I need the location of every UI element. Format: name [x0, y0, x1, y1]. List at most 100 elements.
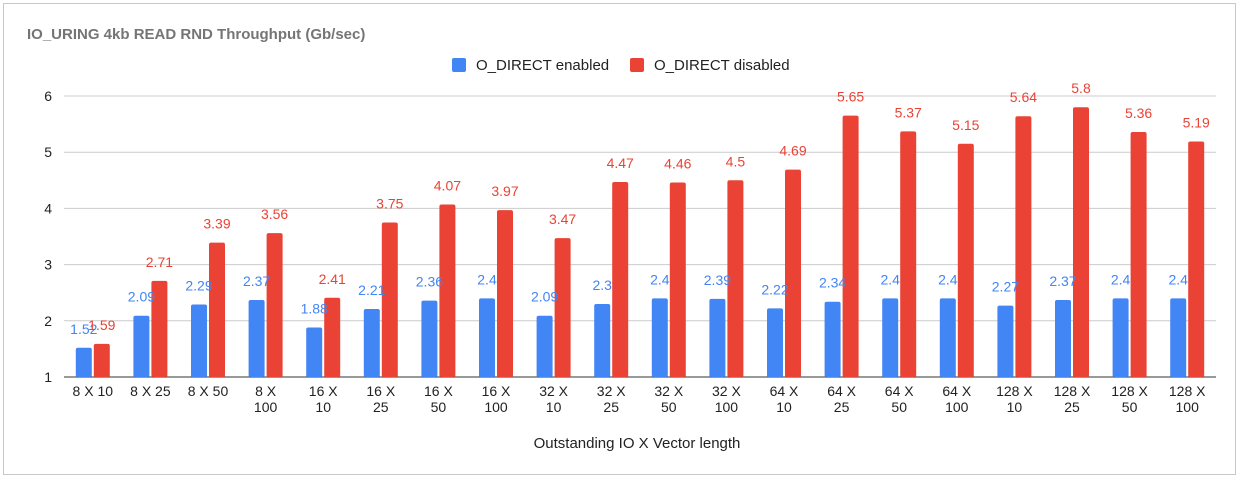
data-label: 2.29 — [185, 278, 212, 294]
x-tick-label: 10 — [776, 399, 792, 415]
bar-o-direct-disabled — [669, 182, 686, 377]
y-tick-label: 6 — [44, 88, 52, 104]
data-labels: 1.521.59 2.09 2.71 2.29 3.39 2.37 3.56 1.88 2.41… — [70, 80, 1210, 337]
bar-o-direct-enabled — [824, 301, 841, 377]
data-label: 2.39 — [704, 272, 731, 288]
y-tick-label: 4 — [44, 200, 52, 216]
bar-o-direct-enabled — [363, 308, 380, 377]
x-tick-label: 64 X — [827, 383, 856, 399]
x-tick-label: 128 X — [1054, 383, 1091, 399]
x-tick-label: 32 X — [597, 383, 626, 399]
x-tick-label: 32 X — [539, 383, 568, 399]
data-label: 4.5 — [726, 153, 746, 169]
x-tick-label: 64 X — [770, 383, 799, 399]
data-label: 2.22 — [761, 281, 788, 297]
bar-o-direct-disabled — [612, 181, 629, 377]
data-label: 2.4 — [880, 271, 900, 287]
bar-o-direct-enabled — [191, 304, 207, 377]
bar-o-direct-enabled — [1170, 298, 1187, 377]
bar-o-direct-disabled — [381, 222, 398, 377]
bar-o-direct-disabled — [1188, 141, 1205, 377]
y-tick-label: 5 — [44, 144, 52, 160]
bar-o-direct-enabled — [536, 315, 553, 377]
x-tick-label: 32 X — [654, 383, 683, 399]
bar-o-direct-disabled — [957, 143, 974, 377]
data-label: 2.4 — [1111, 271, 1131, 287]
x-tick-label: 128 X — [1169, 383, 1206, 399]
data-label: 3.75 — [376, 195, 403, 211]
bars — [75, 107, 1205, 378]
bar-o-direct-enabled — [479, 298, 495, 377]
data-label: 2.37 — [1049, 273, 1076, 289]
bar-o-direct-disabled — [324, 297, 341, 377]
bar-o-direct-disabled — [727, 180, 744, 377]
data-label: 3.97 — [491, 183, 518, 199]
data-label: 4.47 — [607, 155, 634, 171]
x-tick-label: 8 X — [255, 383, 277, 399]
data-label: 2.34 — [819, 275, 846, 291]
bar-o-direct-enabled — [133, 315, 150, 377]
data-label: 3.39 — [203, 216, 230, 232]
bar-o-direct-disabled — [151, 280, 168, 377]
x-tick-label: 100 — [484, 399, 508, 415]
bar-o-direct-disabled — [93, 343, 110, 377]
data-label: 5.64 — [1010, 89, 1037, 105]
x-tick-label: 50 — [431, 399, 447, 415]
bar-o-direct-disabled — [900, 131, 917, 377]
x-tick-label: 25 — [603, 399, 619, 415]
chart-title: IO_URING 4kb READ RND Throughput (Gb/sec… — [27, 26, 366, 43]
data-label: 1.52 — [70, 321, 97, 337]
bar-o-direct-disabled — [1015, 116, 1032, 378]
bar-o-direct-enabled — [421, 300, 438, 377]
x-tick-label: 100 — [715, 399, 739, 415]
x-tick-label: 128 X — [996, 383, 1033, 399]
bar-o-direct-enabled — [594, 303, 611, 377]
data-label: 5.36 — [1125, 105, 1152, 121]
bar-o-direct-enabled — [1055, 300, 1071, 377]
x-tick-label: 64 X — [942, 383, 971, 399]
x-tick-label: 100 — [254, 399, 278, 415]
data-label: 4.07 — [434, 177, 461, 193]
x-tick-label: 16 X — [482, 383, 511, 399]
x-tick-label: 8 X 25 — [130, 383, 171, 399]
gridlines — [64, 95, 1216, 378]
x-axis-title: Outstanding IO X Vector length — [534, 435, 741, 452]
data-label: 2.21 — [358, 282, 385, 298]
x-tick-label: 128 X — [1111, 383, 1148, 399]
data-label: 5.37 — [895, 104, 922, 120]
x-tick-label: 16 X — [309, 383, 338, 399]
data-label: 1.59 — [88, 317, 115, 333]
bar-o-direct-enabled — [709, 298, 726, 377]
x-tick-label: 100 — [945, 399, 969, 415]
x-tick-label: 25 — [1064, 399, 1080, 415]
bar-o-direct-enabled — [767, 308, 783, 377]
bar-o-direct-enabled — [1112, 298, 1129, 377]
bar-o-direct-enabled — [651, 298, 668, 377]
bar-o-direct-enabled — [882, 298, 899, 377]
bar-o-direct-enabled — [306, 327, 323, 377]
x-tick-label: 25 — [834, 399, 850, 415]
data-label: 2.41 — [319, 271, 346, 287]
bar-o-direct-enabled — [248, 300, 265, 377]
x-tick-label: 10 — [315, 399, 331, 415]
data-label: 2.71 — [146, 254, 173, 270]
y-tick-label: 1 — [44, 369, 52, 385]
bar-o-direct-disabled — [554, 238, 571, 377]
bar-o-direct-disabled — [1130, 131, 1147, 377]
x-tick-label: 10 — [546, 399, 562, 415]
data-label: 5.19 — [1183, 115, 1210, 131]
y-tick-label: 2 — [44, 313, 52, 329]
bar-o-direct-disabled — [439, 204, 456, 377]
data-label: 2.36 — [416, 274, 443, 290]
x-tick-label: 8 X 50 — [188, 383, 229, 399]
data-label: 2.4 — [938, 271, 958, 287]
bar-o-direct-disabled — [209, 242, 225, 377]
data-label: 5.8 — [1071, 80, 1091, 96]
data-label: 2.3 — [592, 277, 612, 293]
x-tick-label: 10 — [1007, 399, 1023, 415]
data-label: 4.46 — [664, 156, 691, 172]
data-label: 2.27 — [992, 279, 1019, 295]
data-label: 3.47 — [549, 211, 576, 227]
bar-o-direct-enabled — [939, 298, 956, 377]
